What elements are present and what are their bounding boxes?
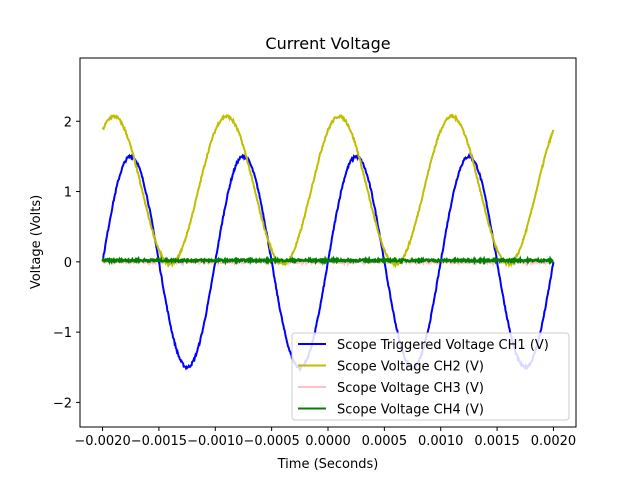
legend-box xyxy=(291,332,570,421)
x-tick-label: −0.0015 xyxy=(131,434,187,449)
x-tick-label: 0.0015 xyxy=(474,434,520,449)
y-axis-ticks: −2 −1 0 1 2 xyxy=(53,115,80,411)
y-tick-label: −1 xyxy=(53,326,72,341)
series-layer xyxy=(101,113,555,372)
x-axis-ticks: −0.0020 −0.0015 −0.0010 −0.0005 0.0000 0.0005… xyxy=(74,427,576,449)
x-tick-label: 0.0005 xyxy=(362,434,408,449)
x-tick-label: 0.0010 xyxy=(418,434,464,449)
x-axis-label: Time (Seconds) xyxy=(277,457,379,472)
chart-title: Current Voltage xyxy=(265,34,390,53)
y-axis-label: Voltage (Volts) xyxy=(29,195,44,289)
series-line-ch4 xyxy=(101,255,554,266)
y-tick-label: −2 xyxy=(53,396,72,411)
legend-entry: Scope Voltage CH2 (V) xyxy=(337,360,484,375)
x-tick-label: −0.0010 xyxy=(187,434,243,449)
legend-entry: Scope Triggered Voltage CH1 (V) xyxy=(337,338,549,353)
y-tick-label: 1 xyxy=(64,186,72,201)
x-tick-label: 0.0000 xyxy=(305,434,351,449)
legend-entry: Scope Voltage CH4 (V) xyxy=(337,403,484,418)
y-tick-label: 0 xyxy=(64,256,72,271)
series-line-ch2 xyxy=(101,113,555,269)
x-tick-label: 0.0020 xyxy=(531,434,577,449)
legend: Scope Triggered Voltage CH1 (V) Scope Vol… xyxy=(291,332,570,421)
x-tick-label: −0.0005 xyxy=(243,434,299,449)
legend-entry: Scope Voltage CH3 (V) xyxy=(337,381,484,396)
y-tick-label: 2 xyxy=(64,115,72,130)
x-tick-label: −0.0020 xyxy=(74,434,130,449)
